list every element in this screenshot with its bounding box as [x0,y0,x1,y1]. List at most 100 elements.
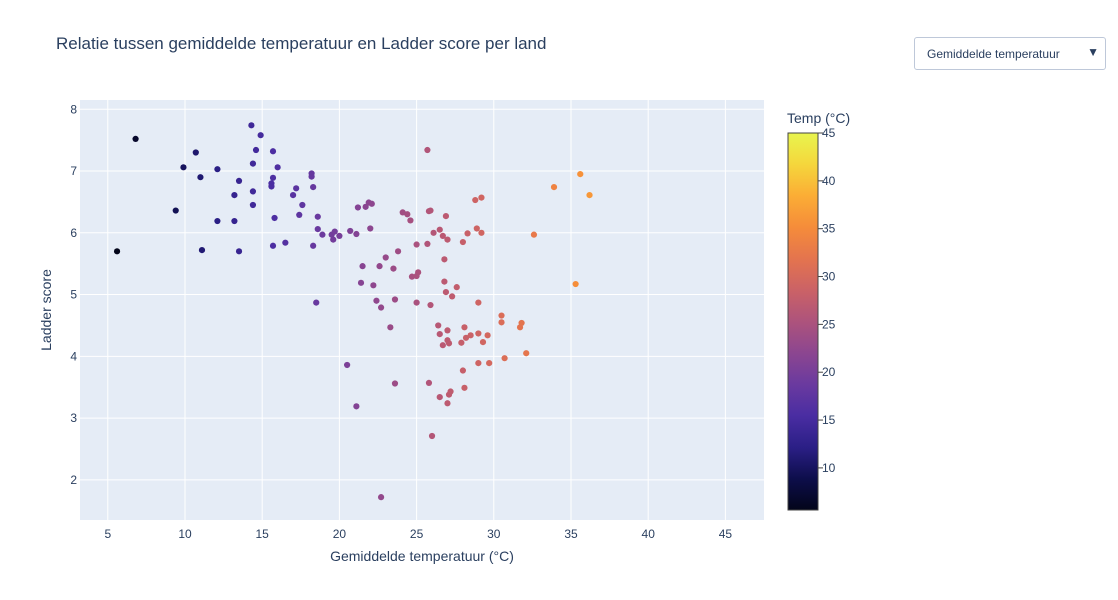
data-point [248,122,255,129]
colorbar-tick-label: 40 [822,174,836,188]
colorbar-tick-label: 15 [822,413,836,427]
data-point [461,324,468,331]
data-point [132,135,139,143]
data-point [197,174,204,181]
data-point [370,282,377,289]
y-tick-label: 5 [70,288,77,302]
data-point [180,164,187,171]
data-point [271,214,278,222]
data-point [453,284,460,291]
data-point [444,327,451,334]
chevron-down-icon: ▼ [1087,45,1099,59]
data-point [498,319,505,326]
data-point [577,171,584,178]
colorbar-title: Temp (°C) [787,110,850,126]
data-point [572,280,579,288]
data-point [475,299,482,306]
data-point [192,149,199,156]
data-point [390,265,397,272]
y-tick-label: 3 [70,411,77,425]
data-point [413,241,420,248]
data-point [293,185,300,192]
data-point [394,248,402,255]
data-point [461,384,468,391]
grid-lines [80,100,764,520]
data-point [586,192,593,199]
data-point [436,226,443,233]
data-point [428,432,436,440]
data-point [439,232,446,239]
data-point [407,217,414,224]
data-point [269,148,277,155]
data-point [231,192,238,199]
data-point [319,231,326,238]
data-point [377,304,385,311]
data-point [436,393,443,401]
colorbar-tick-label: 10 [822,461,836,475]
data-point [425,379,433,386]
data-point [464,230,471,237]
colorbar-tick-label: 35 [822,222,836,236]
data-point [501,355,508,362]
data-point [235,248,243,255]
y-tick-label: 7 [70,164,77,178]
plot-area [80,100,764,520]
data-point [249,201,257,209]
data-point [459,367,467,374]
x-tick-label: 5 [104,527,111,541]
data-point [484,332,491,339]
colorbar-tick-label: 45 [822,126,836,140]
data-point [427,207,434,214]
data-point [427,301,434,309]
data-point [314,225,321,233]
data-point [475,330,482,337]
y-tick-label: 6 [70,226,77,240]
data-point [436,330,443,338]
data-point [331,228,338,235]
data-point [252,146,260,154]
data-point [413,299,420,306]
data-point [214,166,221,173]
data-point [376,263,383,270]
data-point [449,293,456,300]
y-tick-label: 8 [70,102,77,116]
colorbar-tick-label: 30 [822,270,836,284]
data-point [530,231,538,238]
data-point [467,332,474,339]
data-point [373,297,380,304]
data-point [344,361,351,369]
x-tick-label: 10 [178,527,192,541]
data-point [458,339,465,346]
data-point [269,242,277,249]
variable-dropdown[interactable]: Gemiddelde temperatuur ▼ [914,37,1106,70]
data-point [362,203,369,210]
data-point [444,236,451,243]
data-point [274,164,281,171]
data-point [289,192,297,199]
data-point [269,174,277,181]
data-point [353,230,360,238]
y-axis-label: Ladder score [38,269,54,351]
x-tick-label: 25 [410,527,424,541]
x-axis-label: Gemiddelde temperatuur (°C) [330,548,514,564]
data-point [113,248,121,255]
x-tick-label: 35 [564,527,578,541]
data-point [479,339,487,346]
data-point [313,299,320,306]
y-tick-label: 2 [70,473,77,487]
data-point [518,319,525,327]
data-point [424,146,431,154]
data-point [357,279,365,286]
data-point [473,225,480,232]
data-point [354,204,362,211]
data-point [439,342,446,349]
data-point [472,196,479,204]
data-point [424,240,431,248]
data-point [214,217,221,225]
colorbar-tick-label: 25 [822,317,836,331]
x-tick-label: 30 [487,527,501,541]
data-point [314,213,321,220]
data-point [447,388,454,395]
data-point [347,227,354,235]
data-point [486,360,493,367]
